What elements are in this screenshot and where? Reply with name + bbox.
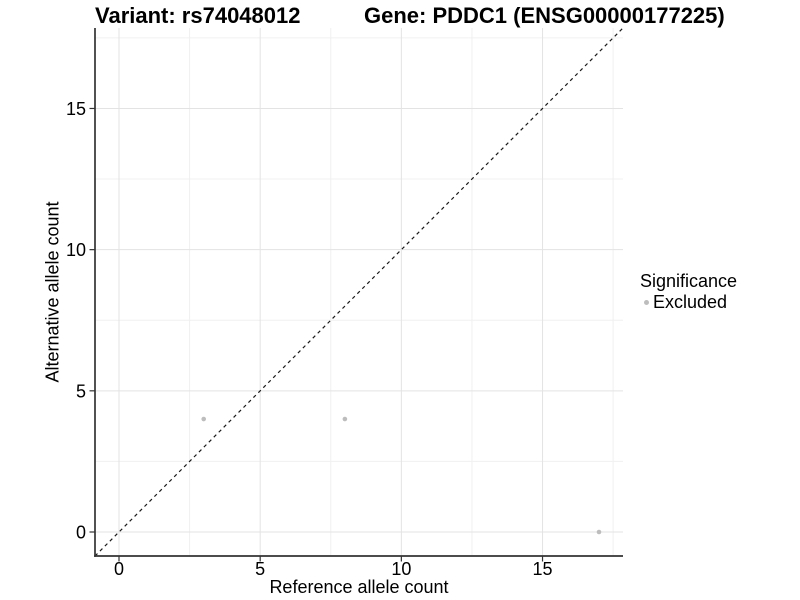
- y-tick-label: 10: [66, 240, 86, 260]
- x-tick-label: 0: [114, 559, 124, 579]
- plot-title-gene: Gene: PDDC1 (ENSG00000177225): [364, 3, 725, 28]
- legend-item: Excluded: [640, 292, 737, 313]
- data-point: [596, 529, 602, 535]
- y-tick-label: 5: [76, 381, 86, 401]
- y-tick-label: 15: [66, 99, 86, 119]
- x-axis-title: Reference allele count: [269, 577, 449, 597]
- x-tick-label: 5: [255, 559, 265, 579]
- legend-item-label: Excluded: [653, 292, 728, 312]
- legend-point-icon: [644, 300, 649, 305]
- x-tick-label: 10: [391, 559, 411, 579]
- plot-title-variant: Variant: rs74048012: [95, 3, 301, 28]
- y-axis-title: Alternative allele count: [42, 201, 63, 383]
- legend: Significance Excluded: [640, 271, 737, 313]
- data-point: [201, 416, 207, 422]
- y-tick-label: 0: [76, 523, 86, 543]
- x-tick-label: 15: [533, 559, 553, 579]
- identity-line: [94, 27, 624, 557]
- data-point: [342, 416, 348, 422]
- legend-title: Significance: [640, 271, 738, 291]
